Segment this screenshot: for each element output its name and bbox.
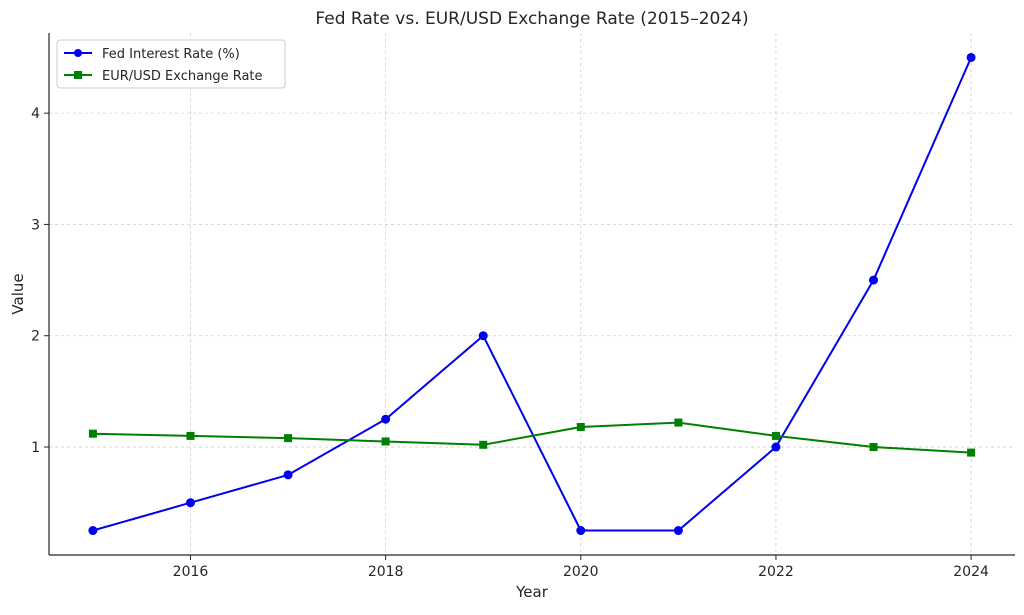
data-point-eurusd xyxy=(284,434,293,443)
data-point-eurusd xyxy=(674,418,683,427)
data-point-fed-rate xyxy=(283,470,293,480)
legend-box xyxy=(56,39,286,89)
data-point-eurusd xyxy=(771,431,780,440)
data-point-fed-rate xyxy=(478,331,488,341)
data-point-eurusd xyxy=(381,437,390,446)
y-tick-label: 3 xyxy=(31,217,40,233)
x-axis-label: Year xyxy=(515,583,549,601)
y-axis-label: Value xyxy=(9,273,27,314)
data-point-fed-rate xyxy=(771,442,781,452)
data-point-fed-rate xyxy=(88,526,98,536)
x-tick-label: 2018 xyxy=(368,564,404,580)
data-point-fed-rate xyxy=(673,526,683,536)
legend-marker-eurusd xyxy=(74,71,82,79)
x-tick-label: 2024 xyxy=(953,564,989,580)
data-point-eurusd xyxy=(479,440,488,449)
x-tick-label: 2016 xyxy=(173,564,209,580)
axes xyxy=(48,33,1015,556)
data-point-eurusd xyxy=(186,431,195,440)
data-point-eurusd xyxy=(967,448,976,457)
legend-marker-fed xyxy=(74,49,82,57)
data-point-fed-rate xyxy=(966,52,976,62)
legend: Fed Interest Rate (%) EUR/USD Exchange R… xyxy=(56,39,286,89)
data-point-eurusd xyxy=(576,423,585,432)
y-tick-label: 2 xyxy=(31,329,40,345)
grid xyxy=(49,33,1015,555)
data-point-eurusd xyxy=(869,443,878,452)
data-point-fed-rate xyxy=(185,498,195,508)
data-point-fed-rate xyxy=(381,414,391,424)
series xyxy=(88,52,976,536)
y-tick-label: 1 xyxy=(31,440,40,456)
data-point-eurusd xyxy=(88,429,97,438)
x-tick-label: 2022 xyxy=(758,564,794,580)
chart-title: Fed Rate vs. EUR/USD Exchange Rate (2015… xyxy=(315,9,748,29)
ticks: 2016 2018 2020 2022 2024 1 2 3 4 xyxy=(31,106,989,580)
series-line-0 xyxy=(92,57,973,532)
legend-label-fed: Fed Interest Rate (%) xyxy=(102,47,240,62)
data-point-fed-rate xyxy=(576,526,586,536)
data-point-fed-rate xyxy=(869,275,879,285)
y-tick-label: 4 xyxy=(31,106,40,122)
series-line-1 xyxy=(92,421,972,454)
legend-label-eurusd: EUR/USD Exchange Rate xyxy=(102,69,263,84)
x-tick-label: 2020 xyxy=(563,564,599,580)
